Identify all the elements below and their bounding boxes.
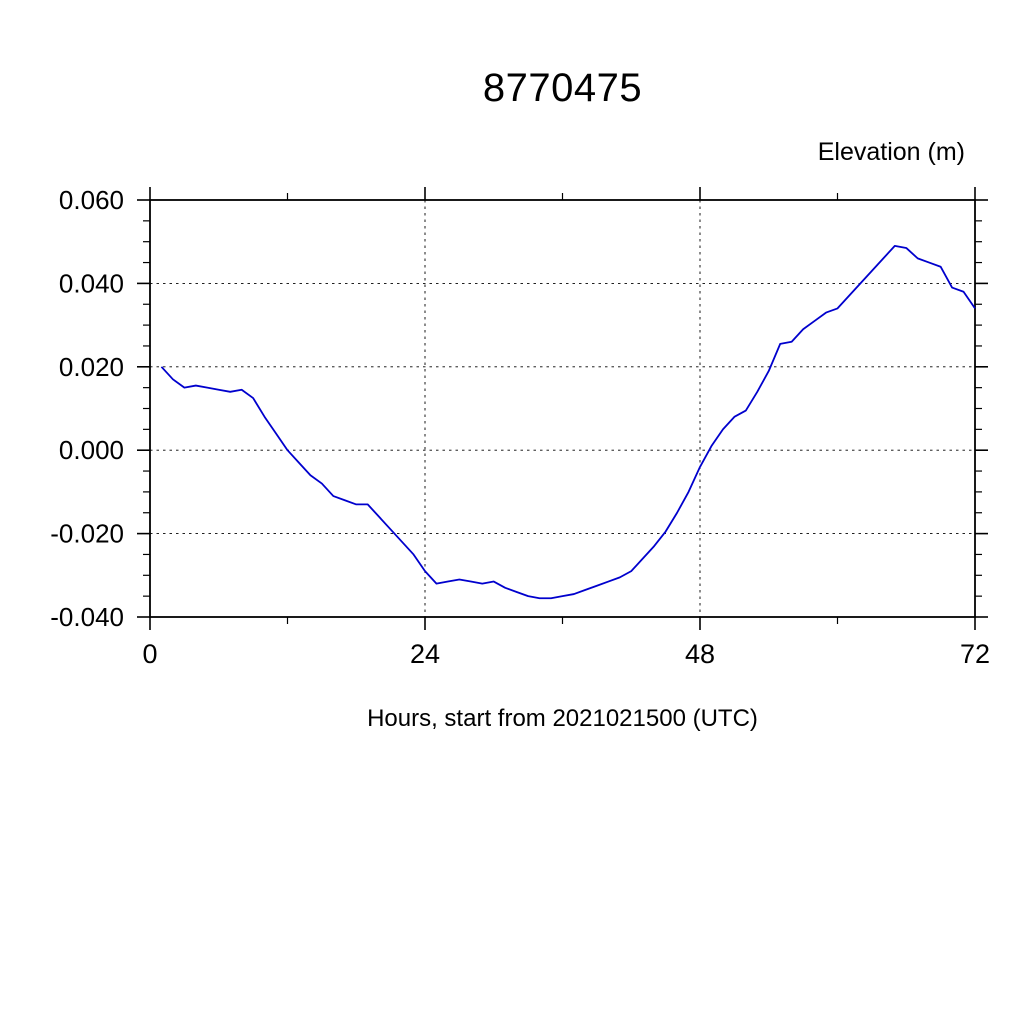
y-tick-label: 0.060	[59, 185, 124, 215]
y-tick-label: 0.020	[59, 352, 124, 382]
x-tick-label: 0	[142, 639, 157, 669]
plot-frame	[149, 199, 976, 618]
x-axis-title: Hours, start from 2021021500 (UTC)	[367, 705, 758, 732]
y-tick-label: 0.000	[59, 435, 124, 465]
elevation-line-chart: 0 24 48 72 -0.040 -0.020 0.000 0.020 0.040 0.060	[50, 185, 990, 669]
x-tick-label: 24	[410, 639, 440, 669]
y-tick-label: 0.040	[59, 268, 124, 298]
chart-title: 8770475	[482, 66, 643, 110]
y-tick-label: -0.040	[50, 602, 124, 632]
x-tick-label: 72	[960, 639, 990, 669]
y-tick-label: -0.020	[50, 519, 124, 549]
elevation-series-line	[160, 244, 976, 600]
x-tick-label: 48	[685, 639, 715, 669]
y-axis-title: Elevation (m)	[817, 138, 965, 166]
